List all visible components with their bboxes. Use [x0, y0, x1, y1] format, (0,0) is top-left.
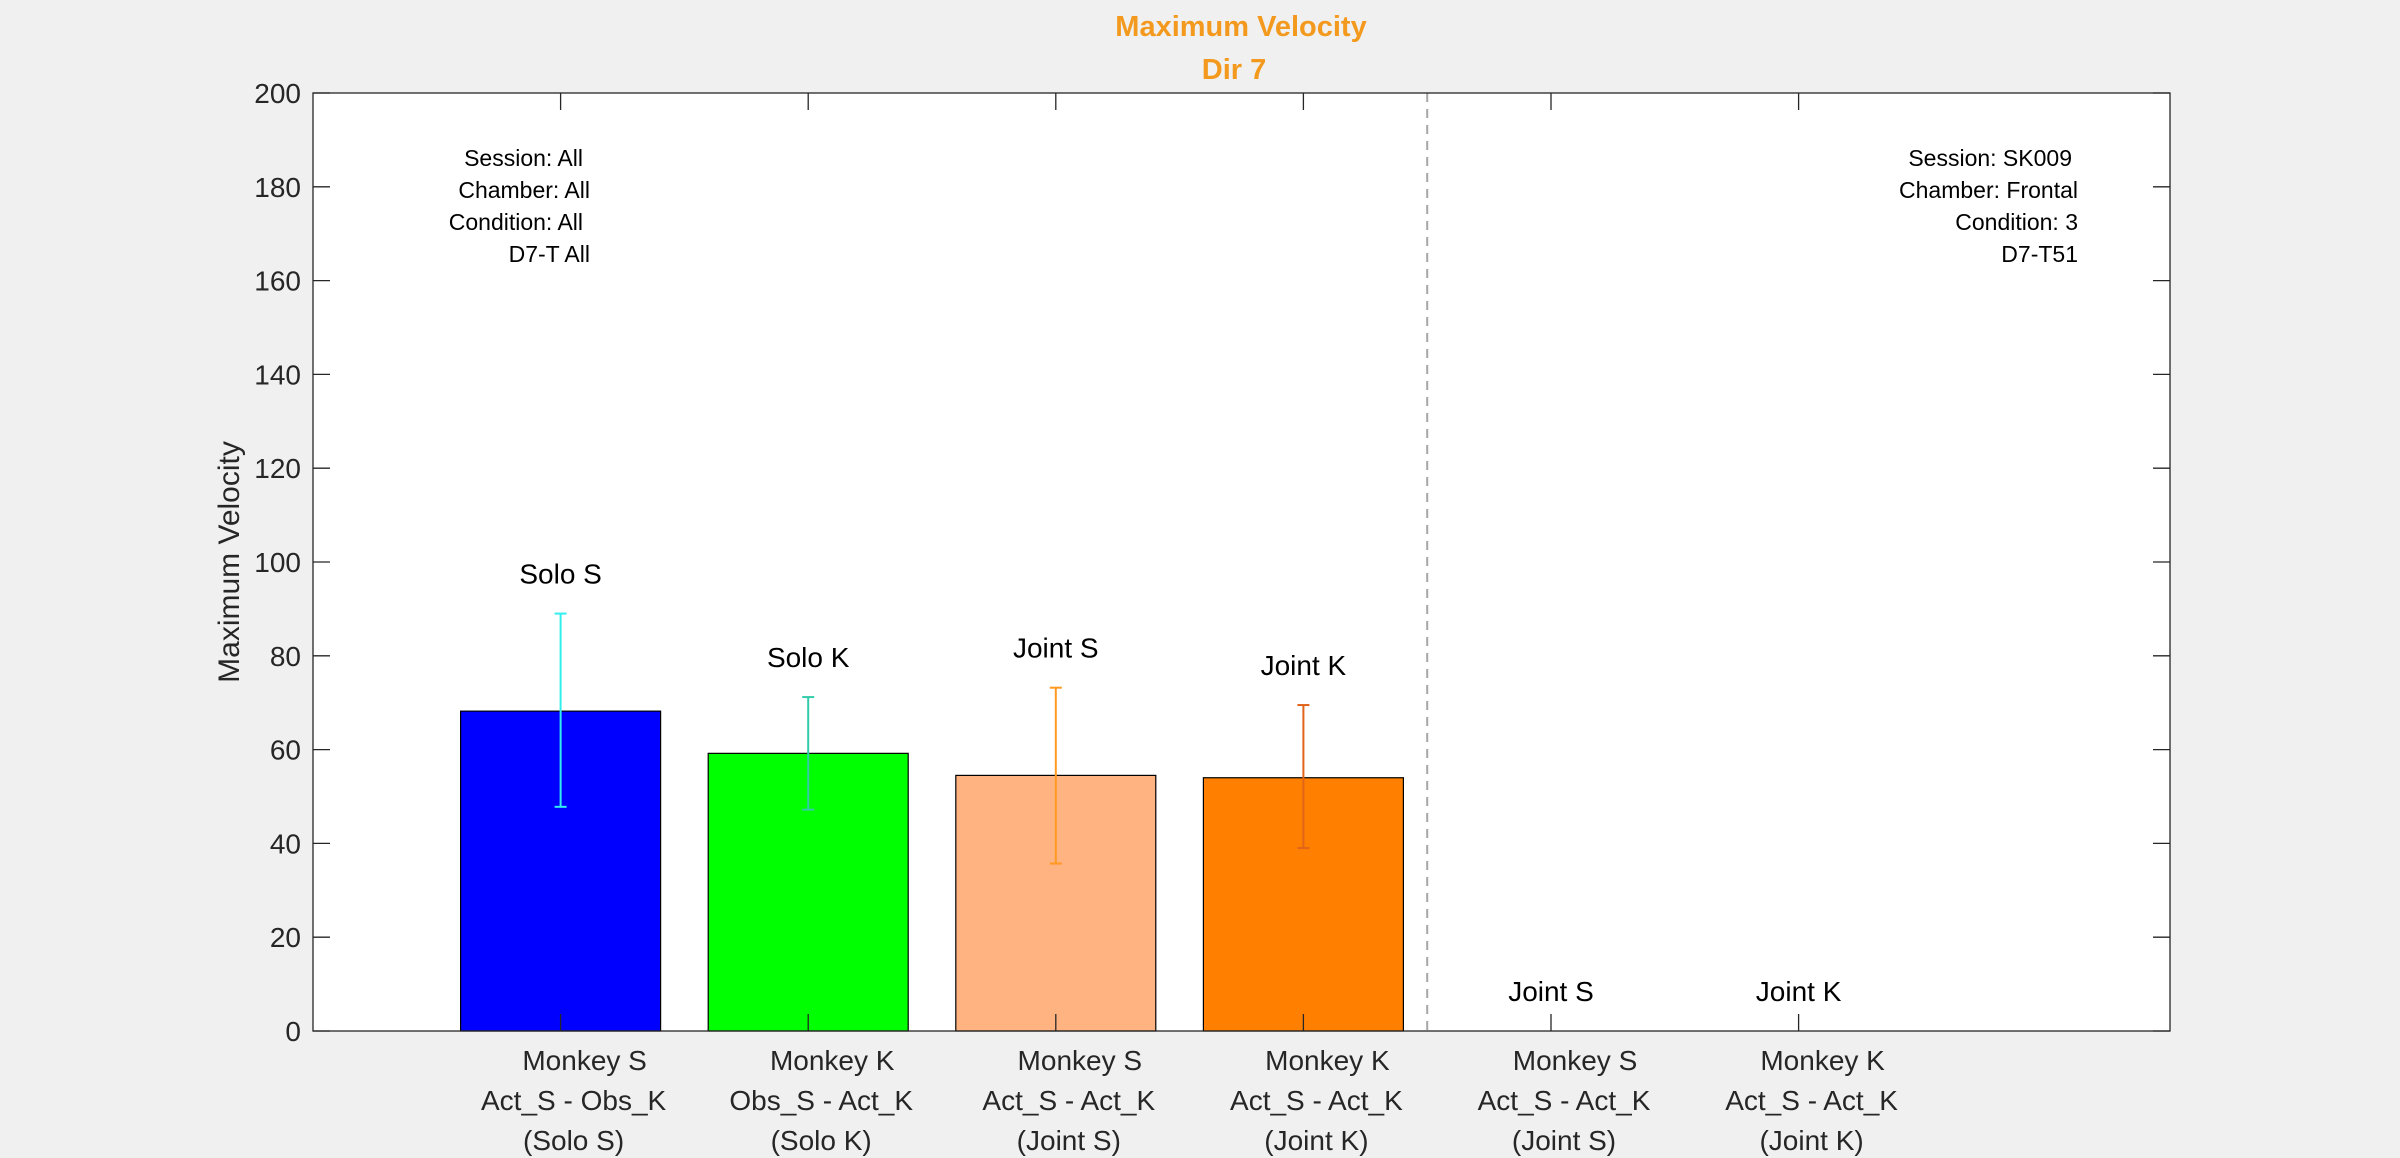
annotation-left-line: Condition: All	[449, 209, 583, 235]
bar-label: Solo S	[519, 559, 602, 590]
bar-label: Joint K	[1261, 650, 1347, 681]
x-tick-label: (Joint K)	[1264, 1125, 1368, 1156]
x-tick-label: (Joint K)	[1759, 1125, 1863, 1156]
y-tick-label: 200	[254, 78, 301, 109]
x-tick-label: (Joint S)	[1512, 1125, 1616, 1156]
ticks-layer	[313, 92, 2170, 1032]
y-tick-label: 100	[254, 547, 301, 578]
bar-label: Joint S	[1508, 976, 1594, 1007]
x-tick-label: Monkey K	[1760, 1045, 1885, 1076]
error-bars-layer	[554, 612, 1310, 865]
x-tick-label: (Solo K)	[771, 1125, 872, 1156]
annotation-left-line: Session: All	[464, 145, 583, 171]
bar-labels-layer: Solo S Solo K Joint S Joint K Joint S Joint K	[519, 559, 1841, 1007]
x-tick-labels: Monkey S Act_S - Obs_K (Solo S) Monkey K Obs…	[481, 1045, 1898, 1156]
bar-label: Joint K	[1756, 976, 1842, 1007]
y-tick-label: 120	[254, 453, 301, 484]
x-tick-label: Monkey S	[1513, 1045, 1638, 1076]
annotation-left-line: Chamber: All	[458, 177, 590, 203]
x-tick-label: Monkey K	[770, 1045, 895, 1076]
annotation-right: Session: SK009 Chamber: Frontal Conditio…	[1899, 145, 2078, 267]
annotation-left: Session: All Chamber: All Condition: All…	[449, 145, 590, 267]
y-tick-label: 140	[254, 359, 301, 390]
y-tick-label: 60	[270, 735, 301, 766]
x-tick-label: Monkey S	[1018, 1045, 1143, 1076]
annotation-right-line: Session: SK009	[1908, 145, 2072, 171]
bar-label: Solo K	[767, 642, 850, 673]
chart-subtitle: Dir 7	[1202, 54, 1266, 86]
x-tick-label: Act_S - Act_K	[982, 1085, 1155, 1116]
x-tick-label: Act_S - Obs_K	[481, 1085, 667, 1116]
y-axis-label: Maximum Velocity	[213, 441, 246, 683]
y-tick-label: 160	[254, 266, 301, 297]
chart-title: Maximum Velocity	[1115, 11, 1366, 43]
y-tick-label: 180	[254, 172, 301, 203]
x-tick-label: Act_S - Act_K	[1478, 1085, 1651, 1116]
annotation-right-line: D7-T51	[2001, 241, 2078, 267]
annotation-right-line: Condition: 3	[1955, 209, 2078, 235]
x-tick-label: (Joint S)	[1017, 1125, 1121, 1156]
x-tick-label: Obs_S - Act_K	[729, 1085, 913, 1116]
y-tick-label: 20	[270, 922, 301, 953]
y-tick-labels: 0 20 40 60 80 100 120 140 160 180 200	[254, 78, 301, 1047]
x-tick-label: Monkey K	[1265, 1045, 1390, 1076]
bar-label: Joint S	[1013, 633, 1099, 664]
y-tick-label: 0	[285, 1016, 301, 1047]
x-tick-label: (Solo S)	[523, 1125, 624, 1156]
y-tick-label: 80	[270, 641, 301, 672]
x-tick-label: Act_S - Act_K	[1725, 1085, 1898, 1116]
x-tick-label: Act_S - Act_K	[1230, 1085, 1403, 1116]
annotation-left-line: D7-T All	[509, 241, 590, 267]
annotation-right-line: Chamber: Frontal	[1899, 177, 2078, 203]
x-tick-label: Monkey S	[522, 1045, 647, 1076]
y-tick-label: 40	[270, 828, 301, 859]
